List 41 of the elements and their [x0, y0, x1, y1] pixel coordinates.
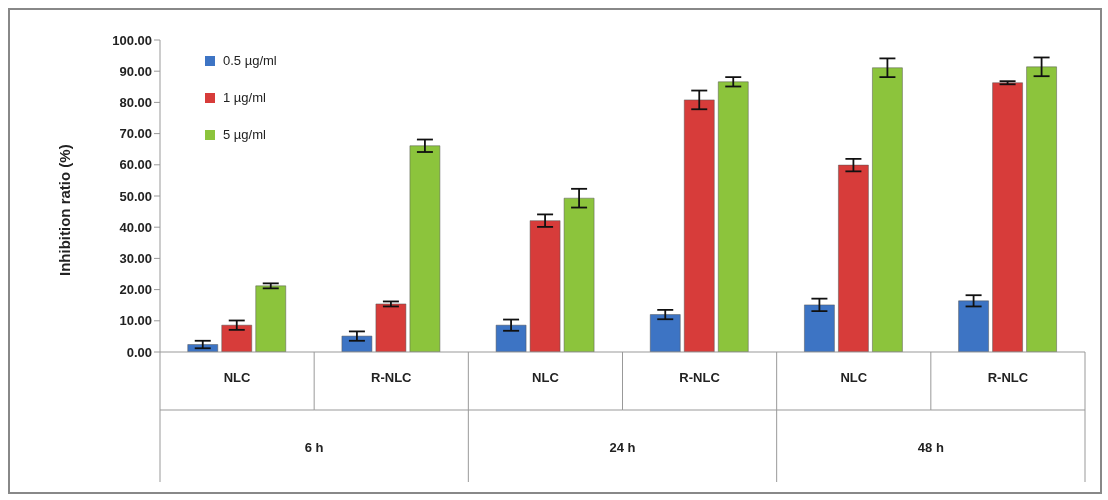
legend-label: 5 µg/ml	[223, 127, 266, 142]
x-tick-label: R-NLC	[679, 370, 721, 385]
bar	[684, 99, 715, 352]
bar	[872, 67, 903, 352]
y-tick-label: 10.00	[119, 313, 152, 329]
bar	[650, 314, 681, 352]
bar	[992, 82, 1023, 352]
x-tick-label: NLC	[532, 370, 560, 385]
bar	[838, 164, 869, 352]
y-tick-label: 30.00	[119, 251, 152, 267]
x-tick-label: R-NLC	[371, 370, 413, 385]
y-tick-label: 20.00	[119, 282, 152, 298]
x-tick-label: R-NLC	[987, 370, 1029, 385]
y-tick-label: 70.00	[119, 126, 152, 142]
legend-label: 0.5 µg/ml	[223, 53, 277, 68]
y-tick-label: 40.00	[119, 219, 152, 235]
y-tick-label: 0.00	[126, 344, 152, 360]
legend-label: 1 µg/ml	[223, 90, 266, 105]
bar	[958, 300, 989, 352]
bar	[718, 81, 749, 352]
y-tick-label: 100.00	[112, 32, 152, 48]
bar	[341, 335, 373, 352]
bar	[409, 145, 441, 352]
text: 24 h	[609, 440, 636, 455]
y-tick-label: 60.00	[119, 157, 152, 173]
bar	[375, 303, 407, 352]
bar	[804, 304, 835, 352]
y-tick-label: 80.00	[119, 95, 152, 111]
bar	[221, 324, 252, 352]
bar	[563, 197, 595, 352]
bar	[1026, 66, 1057, 352]
bar	[495, 324, 527, 352]
text: 6 h	[304, 440, 324, 455]
text: 48 h	[917, 440, 944, 455]
y-tick-label: 90.00	[119, 63, 152, 79]
x-tick-label: NLC	[223, 370, 252, 385]
y-tick-label: 50.00	[119, 188, 152, 204]
bar	[529, 220, 561, 352]
x-tick-label: NLC	[840, 370, 868, 385]
bar	[255, 285, 286, 352]
y-axis-title: Inhibition ratio (%)	[56, 144, 74, 276]
